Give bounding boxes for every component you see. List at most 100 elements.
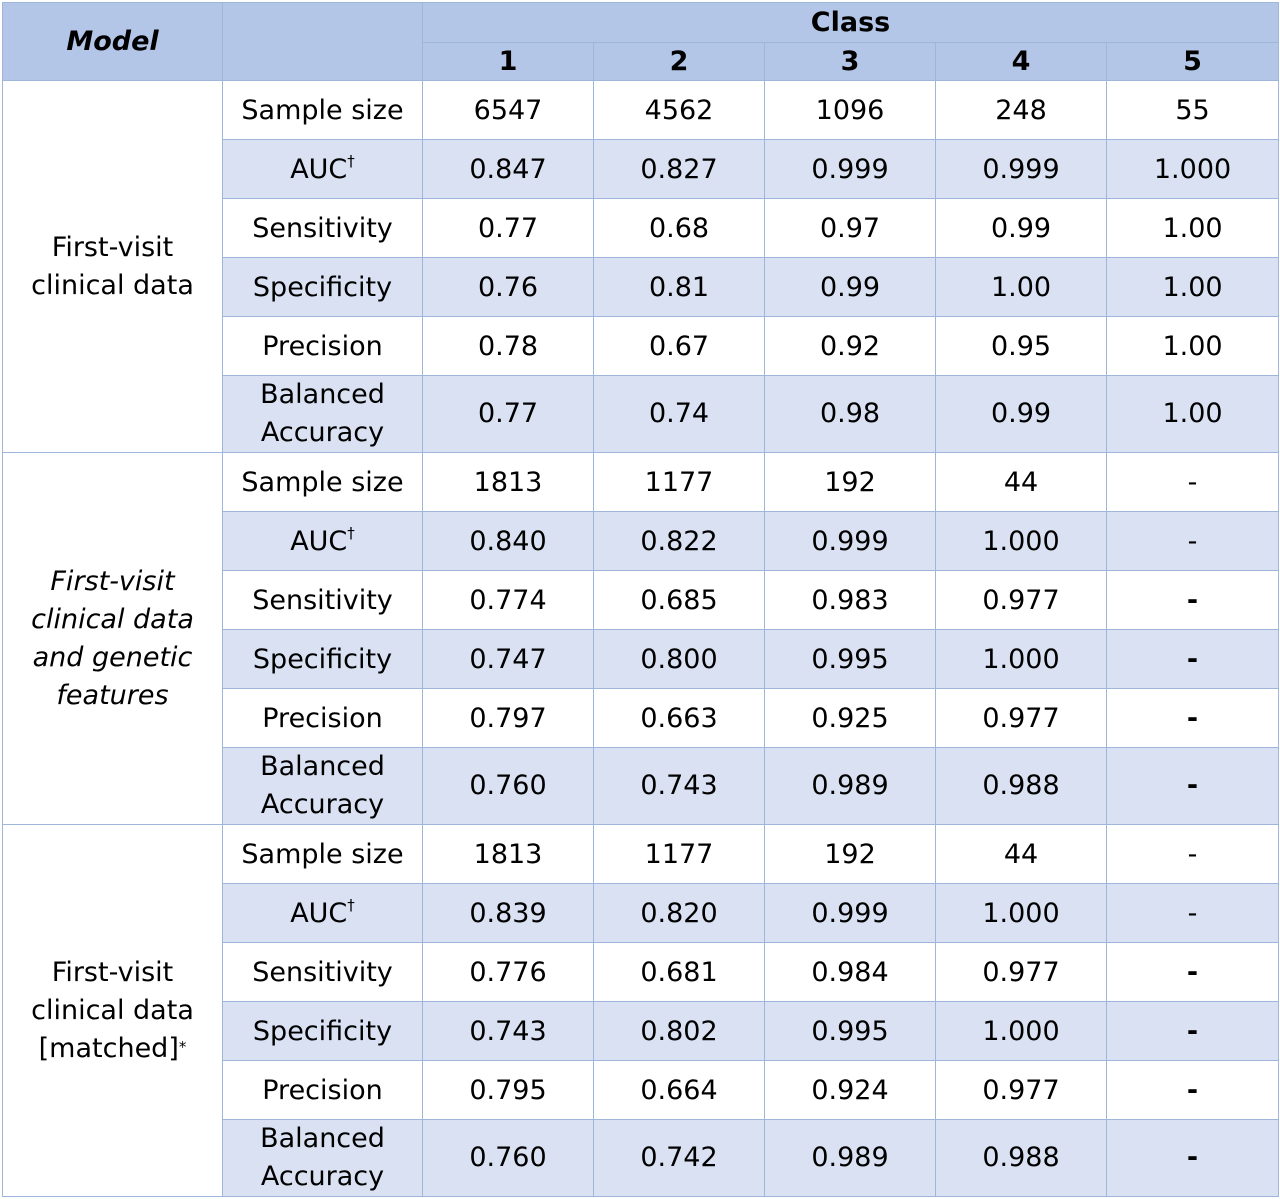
model-name-line: clinical data: [3, 267, 222, 305]
metric-header: [222, 2, 423, 81]
table-row: Sensitivity 0.774 0.685 0.983 0.977-: [3, 570, 1280, 630]
metric-label: Sensitivity: [252, 584, 393, 616]
value-cell: 55: [1105, 80, 1280, 140]
value-cell: 0.760: [422, 1119, 594, 1197]
table-row: Sensitivity 0.776 0.681 0.984 0.977-: [3, 942, 1280, 1002]
table-row: Specificity 0.747 0.800 0.995 1.000-: [3, 629, 1280, 689]
metric-label-cell: Balanced Accuracy: [222, 1119, 423, 1197]
value-cell: -: [1105, 747, 1280, 825]
metric-label: Precision: [262, 702, 383, 734]
metric-label-cell: Precision: [222, 1060, 423, 1120]
table-row: AUC† 0.840 0.822 0.999 1.000-: [3, 511, 1280, 571]
value-cell: 0.77: [422, 198, 594, 258]
value-cell: 1.00: [935, 257, 1107, 317]
metric-label: AUC: [290, 897, 348, 929]
model-name-text: features: [56, 679, 169, 711]
value-cell: 0.999: [764, 511, 936, 571]
value-cell: 0.988: [935, 1119, 1107, 1197]
value-cell: 0.743: [422, 1001, 594, 1061]
table-row: Specificity 0.743 0.802 0.995 1.000-: [3, 1001, 1280, 1061]
metric-label-line: Balanced: [260, 379, 385, 410]
value-cell: 1.000: [935, 511, 1107, 571]
value-cell: 0.983: [764, 570, 936, 630]
value-cell: 0.68: [593, 198, 765, 258]
metric-label-cell: AUC†: [222, 883, 423, 943]
value-cell: 1.00: [1105, 375, 1280, 453]
model-name-line: and genetic: [3, 639, 222, 677]
metric-label-cell: Sample size: [222, 452, 423, 512]
value-cell: 4562: [593, 80, 765, 140]
value-cell: 0.77: [422, 375, 594, 453]
value-cell: 6547: [422, 80, 594, 140]
value-cell: -: [1105, 1060, 1280, 1120]
class-number-header: 3: [764, 42, 936, 81]
value-cell: 0.977: [935, 688, 1107, 748]
value-cell: 0.743: [593, 747, 765, 825]
metric-label: Sensitivity: [252, 956, 393, 988]
footnote-marker: †: [347, 523, 355, 542]
metric-label-cell: Sample size: [222, 824, 423, 884]
value-cell: 0.99: [764, 257, 936, 317]
value-cell: 0.999: [764, 139, 936, 199]
model-name-text: clinical data: [31, 603, 194, 635]
model-name-cell: First-visit clinical data [matched]*: [2, 824, 223, 1197]
model-name-line: features: [3, 677, 222, 715]
metric-label-cell: Sensitivity: [222, 942, 423, 1002]
table-row: AUC† 0.847 0.827 0.999 0.999 1.000: [3, 139, 1280, 199]
value-cell: 1.00: [1105, 316, 1280, 376]
value-cell: 0.776: [422, 942, 594, 1002]
value-cell: 0.995: [764, 1001, 936, 1061]
header-row-class-numbers: 1 2 3 4 5: [3, 42, 1280, 81]
metric-label-cell: Balanced Accuracy: [222, 747, 423, 825]
metric-label: Sample size: [241, 94, 404, 126]
value-cell: 1.000: [935, 883, 1107, 943]
value-cell: 0.747: [422, 629, 594, 689]
metric-label-cell: AUC†: [222, 139, 423, 199]
class-number-header: 2: [593, 42, 765, 81]
metric-label: AUC: [290, 525, 348, 557]
value-cell: 1813: [422, 824, 594, 884]
value-cell: 0.977: [935, 1060, 1107, 1120]
metric-label: Specificity: [252, 643, 393, 675]
value-cell: 0.977: [935, 942, 1107, 1002]
header-row-class: Model Class: [2, 2, 1280, 81]
value-cell: 0.99: [935, 198, 1107, 258]
value-cell: 0.995: [764, 629, 936, 689]
table-row: Precision 0.78 0.67 0.92 0.95 1.00: [3, 316, 1280, 376]
model-name-text: First-visit: [50, 565, 175, 597]
metric-label-line: Balanced: [260, 751, 385, 782]
value-cell: 0.924: [764, 1060, 936, 1120]
model-name-line: First-visit: [3, 954, 222, 992]
table-row: First-visit clinical data [matched]* Sample…: [2, 824, 1280, 1197]
metric-label: Sensitivity: [252, 212, 393, 244]
value-cell: 0.92: [764, 316, 936, 376]
model-header: Model: [2, 2, 223, 81]
metric-label: Precision: [262, 330, 383, 362]
model-name-text: [matched]: [38, 1032, 179, 1064]
model-name-line: clinical data: [3, 992, 222, 1030]
footnote-marker: *: [178, 1037, 187, 1056]
value-cell: -: [1105, 629, 1280, 689]
table-row: Balanced Accuracy 0.760 0.742 0.989 0.988-: [3, 1119, 1280, 1197]
value-cell: 0.95: [935, 316, 1107, 376]
value-cell: 0.78: [422, 316, 594, 376]
class-number-header: 5: [1105, 42, 1280, 81]
metric-label-line: Accuracy: [260, 417, 385, 448]
value-cell: -: [1105, 570, 1280, 630]
metric-label-cell: Sample size: [222, 80, 423, 140]
value-cell: 0.999: [764, 883, 936, 943]
value-cell: 0.800: [593, 629, 765, 689]
value-cell: -: [1105, 1001, 1280, 1061]
table-row: AUC† 0.839 0.820 0.999 1.000-: [3, 883, 1280, 943]
metric-label-line: Accuracy: [260, 789, 385, 820]
value-cell: 0.681: [593, 942, 765, 1002]
table-row: Balanced Accuracy 0.760 0.743 0.989 0.988-: [3, 747, 1280, 825]
value-cell: 0.76: [422, 257, 594, 317]
table-row: Balanced Accuracy 0.77 0.74 0.98 0.99 1.00: [3, 375, 1280, 453]
value-cell: 0.99: [935, 375, 1107, 453]
value-cell: 1.00: [1105, 257, 1280, 317]
metric-label-cell: Specificity: [222, 629, 423, 689]
value-cell: 1177: [593, 452, 765, 512]
value-cell: -: [1105, 511, 1280, 571]
